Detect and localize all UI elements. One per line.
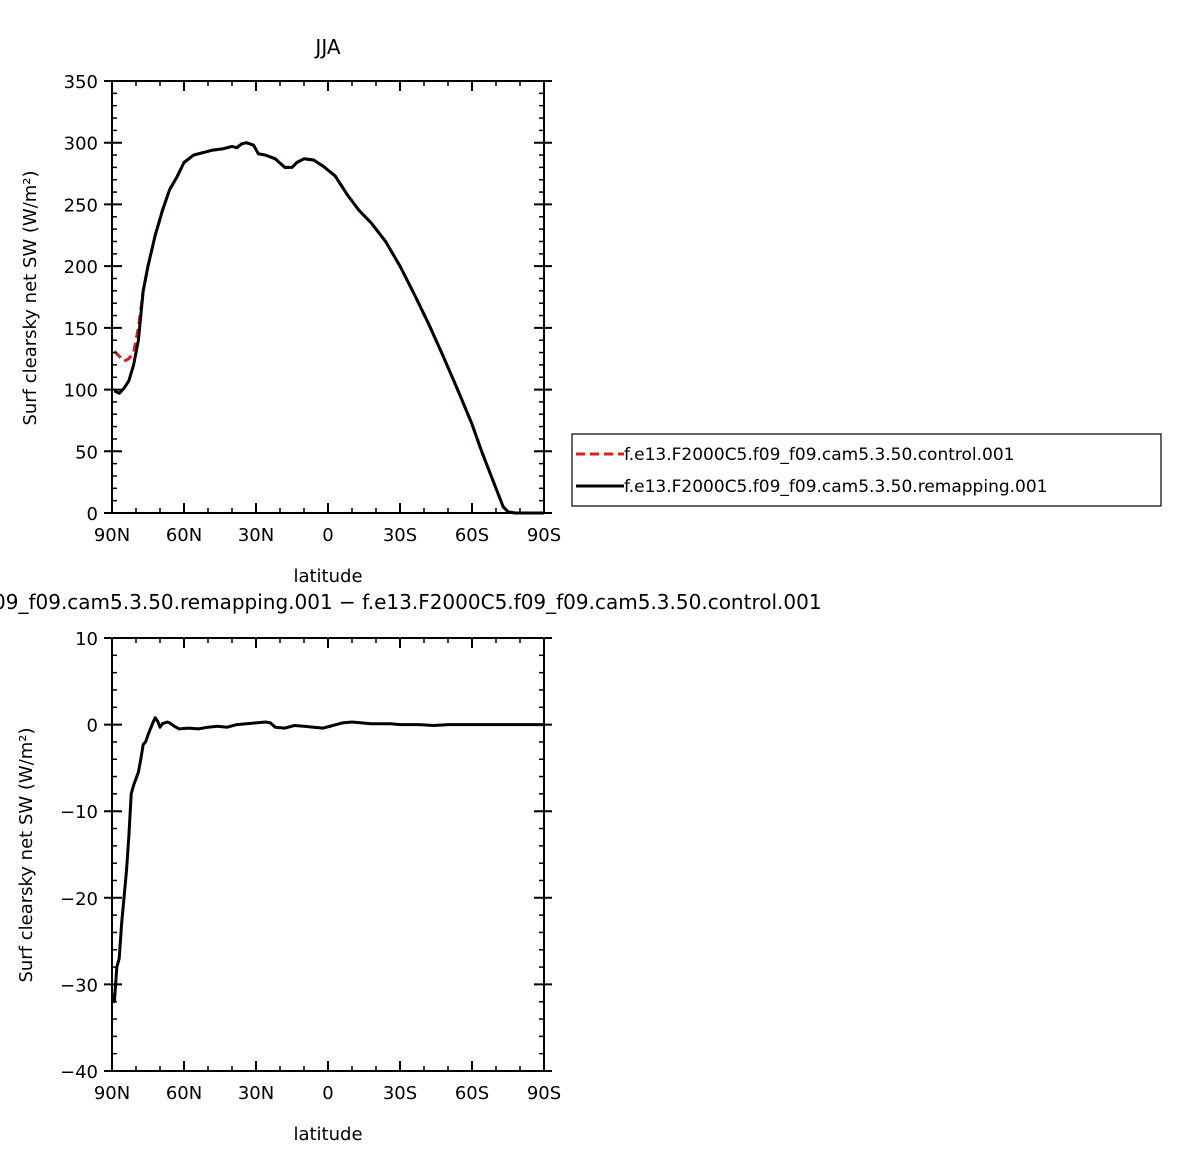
bottom-y-tick-label: −20 bbox=[60, 889, 98, 910]
bottom-x-tick-label: 30S bbox=[383, 1083, 417, 1104]
top-chart-title: JJA bbox=[313, 35, 340, 59]
bottom-y-tick-label: −30 bbox=[60, 975, 98, 996]
top-series-line-1 bbox=[113, 141, 544, 515]
bottom-x-tick-label: 0 bbox=[322, 1083, 333, 1104]
bottom-y-tick-label: 0 bbox=[87, 716, 98, 737]
bottom-x-tick-label: 90S bbox=[527, 1083, 561, 1104]
top-x-tick-label: 30S bbox=[383, 525, 417, 546]
bottom-panel: f.e13.F2000C5.f09_f09.cam5.3.50.remappin… bbox=[0, 590, 822, 1145]
top-y-tick-label: 200 bbox=[64, 257, 98, 278]
top-y-tick-label: 350 bbox=[64, 72, 98, 93]
top-x-tick-label: 60N bbox=[166, 525, 202, 546]
legend-box bbox=[571, 433, 1162, 507]
bottom-x-tick-label: 90N bbox=[94, 1083, 130, 1104]
bottom-x-axis-label: latitude bbox=[293, 1124, 362, 1145]
legend-label-remapping: f.e13.F2000C5.f09_f09.cam5.3.50.remappin… bbox=[624, 477, 1048, 497]
legend: f.e13.F2000C5.f09_f09.cam5.3.50.control.… bbox=[571, 433, 1162, 507]
top-y-tick-label: 50 bbox=[75, 442, 98, 463]
top-x-axis-label: latitude bbox=[293, 566, 362, 587]
top-y-tick-label: 150 bbox=[64, 319, 98, 340]
top-series-line-0 bbox=[113, 141, 544, 515]
top-x-tick-label: 90S bbox=[527, 525, 561, 546]
bottom-chart-title: f.e13.F2000C5.f09_f09.cam5.3.50.remappin… bbox=[0, 590, 822, 614]
bottom-y-tick-label: −10 bbox=[60, 802, 98, 823]
top-y-tick-label: 300 bbox=[64, 134, 98, 155]
bottom-y-tick-label: −40 bbox=[60, 1062, 98, 1083]
bottom-y-axis-label: Surf clearsky net SW (W/m²) bbox=[16, 727, 37, 982]
top-x-tick-label: 0 bbox=[322, 525, 333, 546]
bottom-x-tick-label: 60N bbox=[166, 1083, 202, 1104]
legend-label-control: f.e13.F2000C5.f09_f09.cam5.3.50.control.… bbox=[624, 445, 1015, 465]
bottom-x-tick-label: 60S bbox=[455, 1083, 489, 1104]
top-y-tick-label: 250 bbox=[64, 195, 98, 216]
top-x-tick-label: 90N bbox=[94, 525, 130, 546]
top-y-tick-label: 0 bbox=[87, 504, 98, 525]
top-x-tick-label: 60S bbox=[455, 525, 489, 546]
top-x-tick-label: 30N bbox=[238, 525, 274, 546]
bottom-y-tick-label: 10 bbox=[75, 629, 98, 650]
top-y-tick-label: 100 bbox=[64, 381, 98, 402]
top-y-axis-label: Surf clearsky net SW (W/m²) bbox=[20, 170, 41, 425]
bottom-plot-frame bbox=[111, 637, 545, 1072]
bottom-x-tick-label: 30N bbox=[238, 1083, 274, 1104]
bottom-series-line-0 bbox=[111, 716, 544, 1004]
top-panel: JJA Surf clearsky net SW (W/m²) latitude… bbox=[20, 35, 561, 587]
